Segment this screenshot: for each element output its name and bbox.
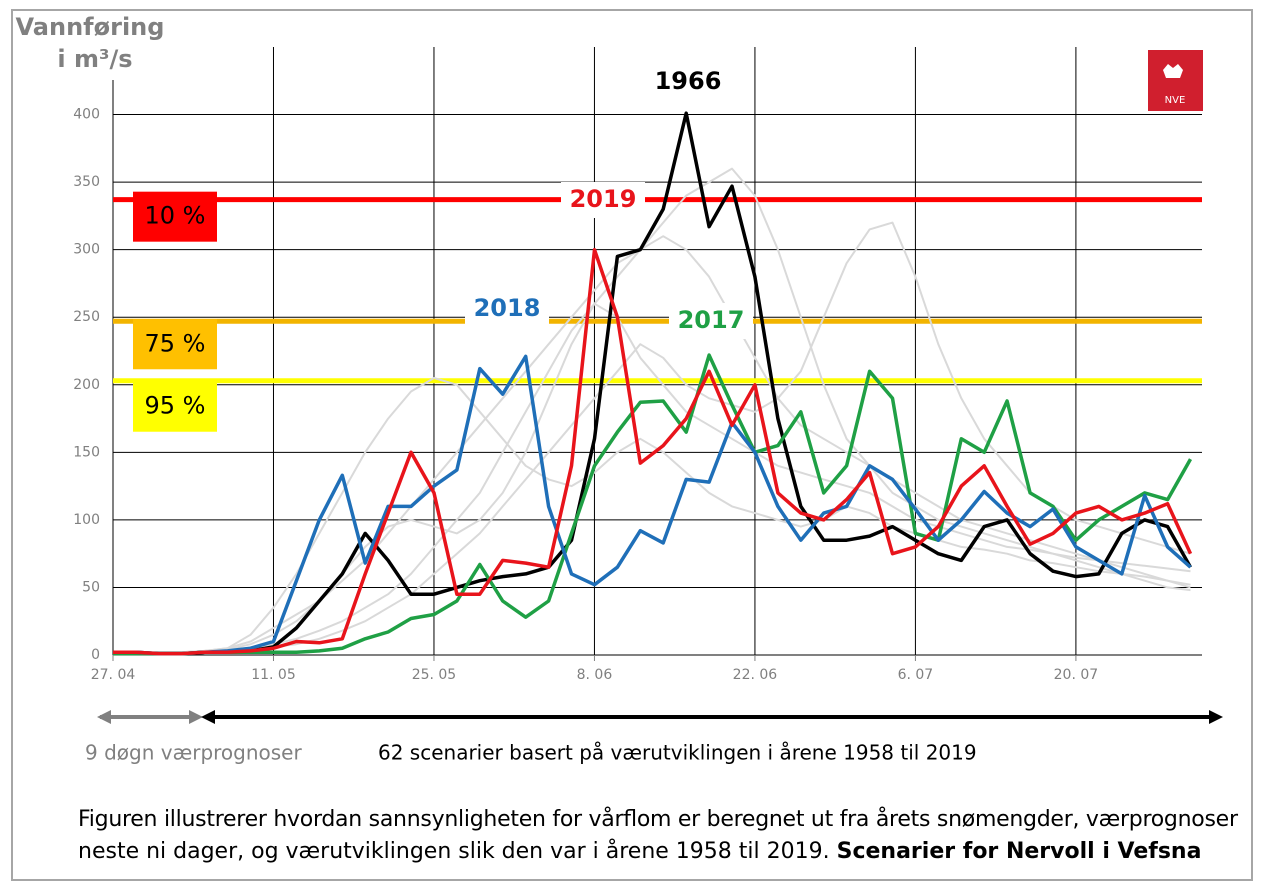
x-tick-label: 27. 04 <box>91 667 136 683</box>
threshold-label: 75 % <box>145 329 206 357</box>
caption-bold: Scenarier for Nervoll i Vefsna <box>837 839 1202 864</box>
x-tick-label: 11. 05 <box>251 667 296 683</box>
threshold-box <box>133 319 217 370</box>
series-label-bg <box>669 303 753 339</box>
y-tick-label: 300 <box>73 242 100 258</box>
y-axis-title: i m³/s <box>57 45 132 73</box>
scenario-line <box>113 377 1191 654</box>
caption: neste ni dager, og værutviklingen slik d… <box>78 838 1201 864</box>
scenario-line <box>113 221 1191 655</box>
series-label: 2017 <box>678 306 745 334</box>
scenario-line <box>113 235 1191 654</box>
y-tick-label: 400 <box>73 107 100 123</box>
thresholds <box>113 197 1202 384</box>
y-tick-label: 200 <box>73 377 100 393</box>
y-label-bg <box>15 12 180 80</box>
x-tick-label: 8. 06 <box>577 667 613 683</box>
x-tick-label: 22. 06 <box>733 667 778 683</box>
y-tick-label: 50 <box>82 579 100 595</box>
series-label: 2019 <box>570 185 637 213</box>
arrow-label: 62 scenarier basert på værutviklingen i … <box>378 741 977 765</box>
arrow-label: 9 døgn værprognoser <box>85 741 302 765</box>
y-tick-label: 0 <box>91 647 100 663</box>
x-tick-label: 25. 05 <box>412 667 457 683</box>
caption-text: neste ni dager, og værutviklingen slik d… <box>78 838 830 864</box>
threshold-label: 10 % <box>145 202 206 230</box>
series-label-bg <box>561 182 645 218</box>
plot-area <box>113 47 1202 655</box>
y-tick-label: 100 <box>73 512 100 528</box>
scenario-line <box>113 167 1191 655</box>
caption: Figuren illustrerer hvordan sannsynlighe… <box>78 806 1239 832</box>
threshold-box <box>133 381 217 432</box>
series-line <box>113 247 1193 656</box>
scenario-line <box>113 302 1191 654</box>
x-tick-label: 6. 07 <box>898 667 934 683</box>
y-axis-title: Vannføring <box>16 13 165 41</box>
series-label: 1966 <box>655 67 722 95</box>
logo-text: NVE <box>1165 95 1186 106</box>
lines <box>113 111 1193 656</box>
y-tick-label: 350 <box>73 174 100 190</box>
logo <box>1148 50 1203 111</box>
logo-crest <box>1163 64 1183 78</box>
series-line <box>113 353 1193 656</box>
threshold-box <box>133 191 217 242</box>
y-tick-label: 250 <box>73 309 100 325</box>
series-line <box>113 111 1193 656</box>
series-label: 2018 <box>474 294 541 322</box>
y-tick-label: 150 <box>73 444 100 460</box>
threshold-label: 95 % <box>145 392 206 420</box>
series-label-bg <box>465 291 549 327</box>
x-tick-label: 20. 07 <box>1054 667 1099 683</box>
